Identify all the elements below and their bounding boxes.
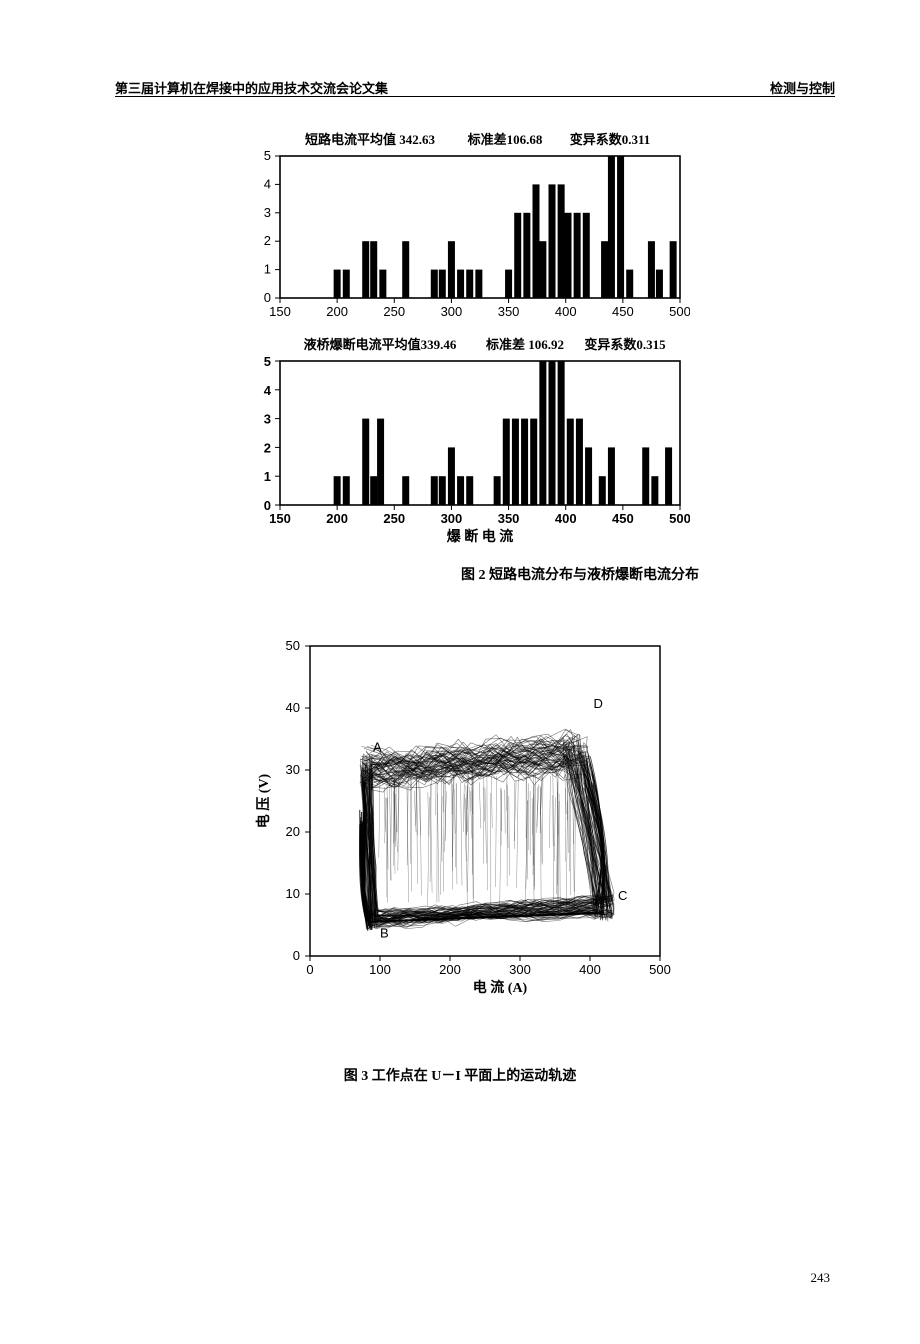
svg-text:标准差106.68: 标准差106.68 bbox=[467, 132, 543, 147]
svg-text:0: 0 bbox=[264, 290, 271, 305]
svg-text:400: 400 bbox=[579, 962, 601, 977]
svg-text:电 流 (A): 电 流 (A) bbox=[473, 979, 528, 996]
svg-text:1: 1 bbox=[264, 469, 271, 484]
svg-text:A: A bbox=[373, 739, 382, 754]
svg-text:500: 500 bbox=[649, 962, 671, 977]
svg-text:0: 0 bbox=[306, 962, 313, 977]
svg-text:200: 200 bbox=[326, 304, 348, 319]
figure-2-top-chart: 短路电流平均值 342.63 标准差106.68 变异系数0.311 0 1 2 3 4 5 15… bbox=[240, 128, 690, 328]
svg-text:C: C bbox=[618, 888, 627, 903]
svg-text:2: 2 bbox=[264, 440, 271, 455]
svg-text:250: 250 bbox=[383, 511, 405, 526]
svg-text:400: 400 bbox=[555, 304, 577, 319]
svg-text:500: 500 bbox=[669, 304, 690, 319]
svg-text:350: 350 bbox=[498, 511, 520, 526]
svg-text:标准差 106.92: 标准差 106.92 bbox=[485, 337, 564, 352]
svg-text:150: 150 bbox=[269, 304, 291, 319]
figure-3-chart: 010203040500100200300400500电 流 (A)电 压 (V… bbox=[240, 626, 680, 1006]
svg-text:250: 250 bbox=[383, 304, 405, 319]
svg-text:300: 300 bbox=[441, 511, 463, 526]
page-number: 243 bbox=[811, 1270, 831, 1286]
svg-text:3: 3 bbox=[264, 205, 271, 220]
svg-text:200: 200 bbox=[439, 962, 461, 977]
svg-text:200: 200 bbox=[326, 511, 348, 526]
svg-text:短路电流平均值 342.63: 短路电流平均值 342.63 bbox=[305, 132, 436, 147]
svg-text:20: 20 bbox=[286, 824, 300, 839]
svg-text:5: 5 bbox=[264, 148, 271, 163]
svg-text:450: 450 bbox=[612, 304, 634, 319]
page-header: 第三届计算机在焊接中的应用技术交流会论文集 检测与控制 bbox=[115, 78, 835, 97]
svg-text:1: 1 bbox=[264, 262, 271, 277]
svg-text:B: B bbox=[380, 925, 389, 940]
header-rule bbox=[115, 96, 835, 97]
svg-text:电 压 (V): 电 压 (V) bbox=[255, 773, 272, 828]
svg-text:D: D bbox=[594, 696, 603, 711]
svg-text:500: 500 bbox=[669, 511, 690, 526]
svg-text:350: 350 bbox=[498, 304, 520, 319]
figure-2-bottom-chart: 液桥爆断电流平均值339.46标准差 106.92变异系数0.315012345… bbox=[240, 333, 690, 553]
svg-text:300: 300 bbox=[509, 962, 531, 977]
svg-text:100: 100 bbox=[369, 962, 391, 977]
header-right: 检测与控制 bbox=[770, 78, 835, 97]
figure-2-caption: 图 2 短路电流分布与液桥爆断电流分布 bbox=[240, 564, 920, 584]
header-left: 第三届计算机在焊接中的应用技术交流会论文集 bbox=[115, 78, 388, 97]
svg-text:3: 3 bbox=[264, 412, 271, 427]
svg-text:400: 400 bbox=[555, 511, 577, 526]
svg-text:30: 30 bbox=[286, 762, 300, 777]
svg-text:4: 4 bbox=[264, 176, 271, 191]
svg-text:5: 5 bbox=[264, 354, 271, 369]
figure-3-block: 010203040500100200300400500电 流 (A)电 压 (V… bbox=[240, 626, 680, 1085]
svg-text:2: 2 bbox=[264, 233, 271, 248]
svg-text:爆 断 电 流: 爆 断 电 流 bbox=[447, 528, 514, 545]
svg-text:变异系数0.311: 变异系数0.311 bbox=[570, 132, 651, 147]
svg-text:10: 10 bbox=[286, 886, 300, 901]
svg-text:变异系数0.315: 变异系数0.315 bbox=[584, 337, 666, 352]
figure-2-block: 短路电流平均值 342.63标准差106.68变异系数0.31101234515… bbox=[240, 128, 920, 584]
figure-3-caption: 图 3 工作点在 U－I 平面上的运动轨迹 bbox=[240, 1065, 680, 1085]
svg-text:450: 450 bbox=[612, 511, 634, 526]
svg-text:150: 150 bbox=[269, 511, 291, 526]
svg-text:300: 300 bbox=[441, 304, 463, 319]
svg-text:液桥爆断电流平均值339.46: 液桥爆断电流平均值339.46 bbox=[304, 337, 457, 352]
svg-text:40: 40 bbox=[286, 700, 300, 715]
svg-text:4: 4 bbox=[264, 383, 272, 398]
svg-text:50: 50 bbox=[286, 638, 300, 653]
svg-text:0: 0 bbox=[293, 948, 300, 963]
